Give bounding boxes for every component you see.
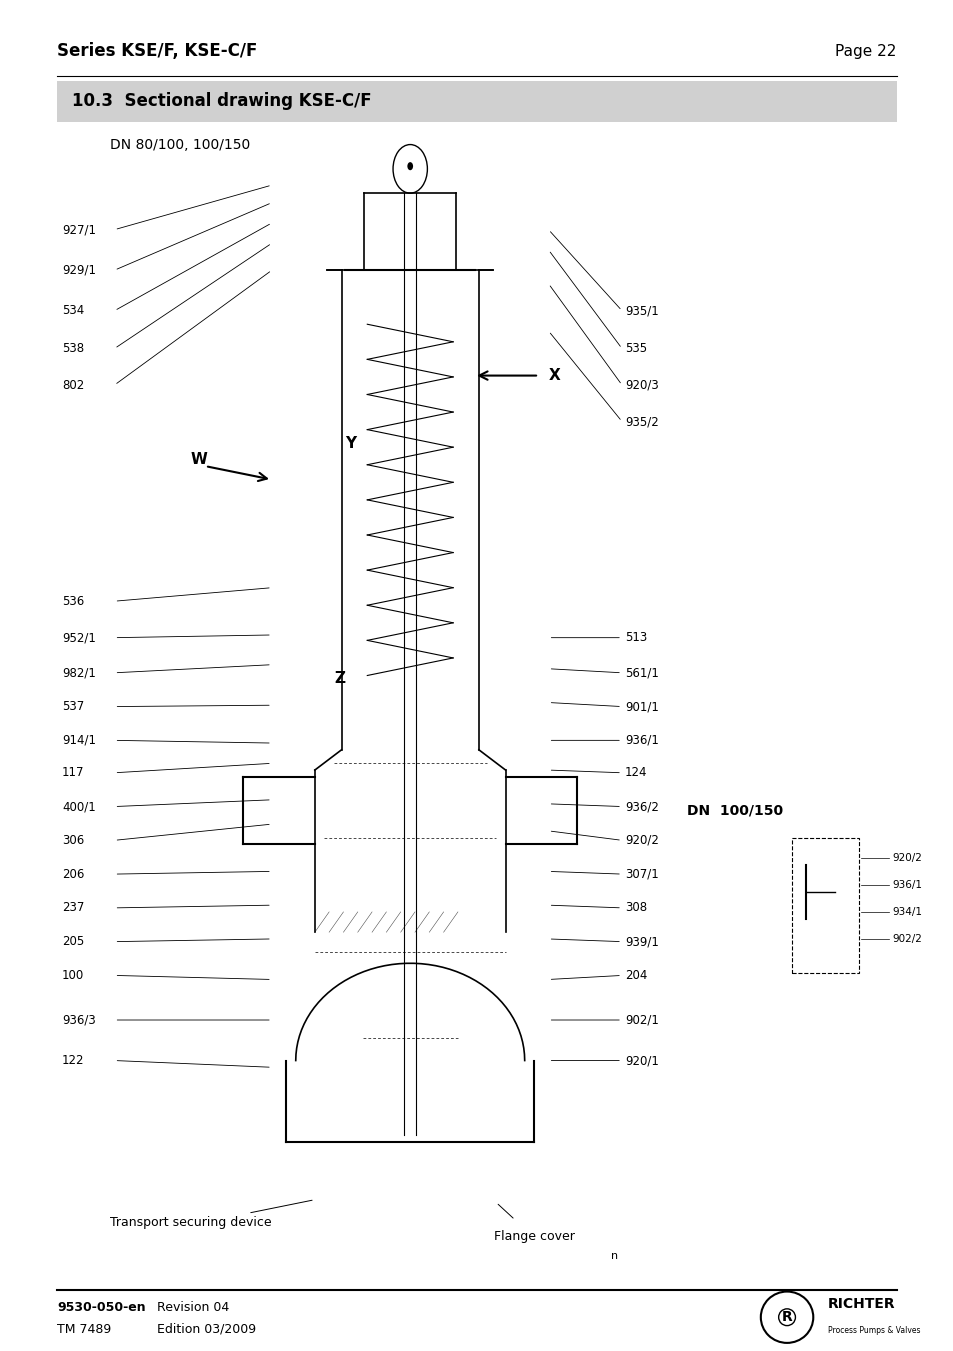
Text: 204: 204 xyxy=(624,969,646,982)
Text: 902/1: 902/1 xyxy=(624,1013,659,1027)
Text: Series KSE/F, KSE-C/F: Series KSE/F, KSE-C/F xyxy=(57,42,257,61)
Text: Y: Y xyxy=(345,435,356,451)
FancyBboxPatch shape xyxy=(57,81,896,122)
Text: 400/1: 400/1 xyxy=(62,800,95,813)
Text: 307/1: 307/1 xyxy=(624,867,658,881)
Text: 920/2: 920/2 xyxy=(624,834,659,847)
Text: Page 22: Page 22 xyxy=(835,43,896,59)
Text: 561/1: 561/1 xyxy=(624,666,659,680)
Text: 929/1: 929/1 xyxy=(62,263,96,277)
Text: 10.3  Sectional drawing KSE-C/F: 10.3 Sectional drawing KSE-C/F xyxy=(71,92,371,111)
Text: 936/3: 936/3 xyxy=(62,1013,95,1027)
Text: 927/1: 927/1 xyxy=(62,223,96,236)
Text: n: n xyxy=(610,1251,617,1262)
Bar xyxy=(791,838,858,973)
Circle shape xyxy=(407,162,413,170)
Text: 9530-050-en: 9530-050-en xyxy=(57,1301,146,1315)
Text: Z: Z xyxy=(334,670,345,686)
Text: 901/1: 901/1 xyxy=(624,700,659,713)
Text: 939/1: 939/1 xyxy=(624,935,659,948)
Text: TM 7489: TM 7489 xyxy=(57,1323,112,1336)
Text: 117: 117 xyxy=(62,766,85,780)
Text: 536: 536 xyxy=(62,594,84,608)
Text: 936/1: 936/1 xyxy=(624,734,659,747)
Text: 902/2: 902/2 xyxy=(891,934,921,944)
Text: Revision 04: Revision 04 xyxy=(157,1301,230,1315)
Text: Transport securing device: Transport securing device xyxy=(110,1216,272,1229)
Text: 936/1: 936/1 xyxy=(891,880,921,890)
Text: R: R xyxy=(781,1310,792,1324)
Text: Process Pumps & Valves: Process Pumps & Valves xyxy=(827,1327,920,1335)
Text: 308: 308 xyxy=(624,901,646,915)
Text: 122: 122 xyxy=(62,1054,85,1067)
Text: Flange cover: Flange cover xyxy=(494,1229,574,1243)
Text: 952/1: 952/1 xyxy=(62,631,96,644)
Text: 920/2: 920/2 xyxy=(891,852,921,863)
Text: 935/1: 935/1 xyxy=(624,304,658,317)
Text: DN  100/150: DN 100/150 xyxy=(686,804,782,817)
Text: X: X xyxy=(548,367,559,384)
Text: 935/2: 935/2 xyxy=(624,415,658,428)
Text: 206: 206 xyxy=(62,867,84,881)
Text: 537: 537 xyxy=(62,700,84,713)
Text: 934/1: 934/1 xyxy=(891,907,921,917)
Text: 920/3: 920/3 xyxy=(624,378,658,392)
Text: 538: 538 xyxy=(62,342,84,355)
Text: 124: 124 xyxy=(624,766,647,780)
Text: 920/1: 920/1 xyxy=(624,1054,659,1067)
Text: 802: 802 xyxy=(62,378,84,392)
Text: 982/1: 982/1 xyxy=(62,666,96,680)
Text: W: W xyxy=(191,451,208,467)
Text: 205: 205 xyxy=(62,935,84,948)
Text: 535: 535 xyxy=(624,342,646,355)
Text: 914/1: 914/1 xyxy=(62,734,96,747)
Text: Edition 03/2009: Edition 03/2009 xyxy=(157,1323,256,1336)
Text: 513: 513 xyxy=(624,631,646,644)
Text: RICHTER: RICHTER xyxy=(827,1297,895,1310)
Text: 100: 100 xyxy=(62,969,84,982)
Text: DN 80/100, 100/150: DN 80/100, 100/150 xyxy=(110,138,250,151)
Text: 534: 534 xyxy=(62,304,84,317)
Text: 936/2: 936/2 xyxy=(624,800,659,813)
Text: 306: 306 xyxy=(62,834,84,847)
Text: 237: 237 xyxy=(62,901,84,915)
